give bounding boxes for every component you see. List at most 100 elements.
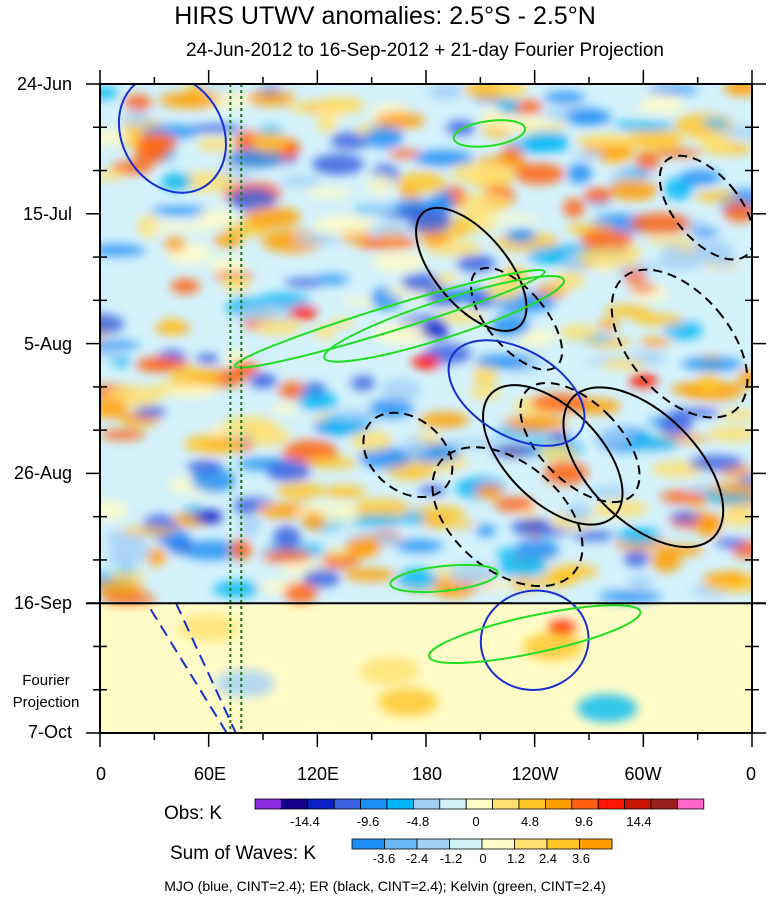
obs-anomaly-patch [511, 518, 553, 536]
projection-label-line1: Fourier [22, 672, 70, 689]
obs-anomaly-core [249, 373, 277, 388]
obs-anomaly-patch [394, 539, 444, 553]
obs-colorbar-swatch [624, 798, 652, 810]
obs-anomaly-patch [642, 94, 682, 109]
obs-colorbar-label: -4.8 [406, 814, 430, 829]
obs-anomaly-patch [159, 92, 220, 109]
obs-anomaly-patch [276, 482, 325, 500]
obs-anomaly-patch [345, 537, 371, 559]
obs-anomaly-patch [196, 353, 220, 365]
er-contour [562, 386, 725, 549]
obs-colorbar-swatch [571, 798, 599, 810]
obs-anomaly-patch [305, 187, 352, 199]
obs-anomaly-patch [608, 178, 658, 201]
projection-patch [522, 632, 583, 661]
obs-anomaly-patch [716, 127, 752, 138]
mjo-contour [479, 589, 590, 692]
obs-anomaly-patch [278, 381, 307, 400]
y-tick-label: 24-Jun [16, 74, 72, 94]
x-tick-label: 180 [411, 764, 443, 784]
obs-anomaly-patch [703, 572, 748, 582]
obs-anomaly-patch [283, 582, 318, 604]
waves-colorbar-swatch [579, 838, 613, 850]
obs-colorbar-swatch [650, 798, 678, 810]
obs-anomaly-patch [238, 514, 261, 537]
obs-colorbar-label: -14.4 [290, 814, 320, 829]
obs-anomaly-patch [100, 244, 146, 257]
obs-anomaly-patch [695, 190, 737, 203]
projection-patch [377, 688, 438, 717]
er-contour [431, 446, 584, 588]
obs-anomaly-patch [365, 125, 404, 149]
obs-anomaly-patch [189, 124, 244, 134]
obs-anomaly-patch [639, 337, 671, 347]
obs-anomaly-core [629, 373, 658, 388]
obs-anomaly-patch [704, 138, 732, 154]
obs-anomaly-patch [255, 293, 311, 309]
obs-anomaly-patch [270, 403, 300, 415]
obs-anomaly-patch [491, 444, 537, 458]
obs-anomaly-patch [736, 475, 752, 486]
obs-anomaly-patch [363, 204, 399, 216]
obs-anomaly-patch [180, 540, 243, 561]
obs-anomaly-patch [350, 430, 393, 452]
obs-anomaly-patch [573, 149, 605, 159]
obs-anomaly-patch [120, 526, 176, 536]
obs-anomaly-patch [559, 324, 599, 341]
obs-anomaly-patch [313, 214, 377, 235]
obs-anomaly-patch [496, 98, 520, 114]
obs-anomaly-patch [183, 433, 244, 455]
obs-anomaly-patch [707, 483, 752, 495]
obs-anomaly-patch [100, 86, 120, 100]
obs-anomaly-patch [106, 555, 139, 565]
obs-colorbar-swatch [439, 798, 467, 810]
obs-anomaly-patch [549, 431, 570, 442]
obs-colorbar-swatch [677, 798, 705, 810]
waves-colorbar-label: 2.4 [538, 851, 558, 866]
obs-anomaly-patch [724, 84, 752, 97]
obs-anomaly-patch [708, 248, 735, 267]
obs-anomaly-patch [244, 424, 290, 447]
obs-anomaly-patch [311, 153, 364, 175]
projection-label-line2: Projection [12, 694, 80, 711]
y-tick-label: 5-Aug [23, 334, 72, 354]
waves-colorbar-label: 3.6 [571, 851, 591, 866]
obs-anomaly-patch [100, 592, 157, 605]
obs-anomaly-patch [369, 399, 414, 418]
obs-anomaly-patch [161, 317, 183, 336]
obs-anomaly-patch [691, 228, 719, 237]
obs-anomaly-patch [593, 432, 635, 444]
obs-colorbar-swatch [412, 798, 441, 810]
obs-anomaly-patch [196, 137, 235, 152]
obs-anomaly-patch [451, 162, 515, 185]
obs-anomaly-patch [343, 568, 397, 582]
obs-colorbar-swatch [597, 798, 626, 810]
obs-anomaly-patch [350, 375, 376, 391]
obs-anomaly-patch [647, 236, 692, 245]
obs-colorbar-title: Obs: K [164, 803, 223, 824]
obs-anomaly-patch [229, 539, 252, 560]
obs-anomaly-patch [186, 460, 223, 474]
waves-colorbar-swatch [449, 838, 483, 850]
obs-anomaly-patch [563, 198, 585, 218]
obs-anomaly-patch [315, 114, 337, 133]
obs-anomaly-patch [603, 304, 652, 318]
obs-anomaly-patch [320, 553, 360, 569]
obs-anomaly-patch [295, 234, 340, 246]
waves-colorbar-swatch [384, 838, 418, 850]
waves-colorbar-swatch [416, 838, 450, 850]
obs-anomaly-patch [100, 429, 146, 441]
waves-colorbar-title: Sum of Waves: K [170, 843, 317, 864]
obs-anomaly-patch [506, 228, 536, 244]
obs-anomaly-patch [714, 538, 746, 548]
obs-anomaly-patch [398, 189, 419, 198]
obs-anomaly-patch [251, 132, 289, 153]
obs-anomaly-patch [170, 278, 200, 294]
obs-anomaly-patch [212, 580, 261, 598]
obs-anomaly-core [412, 355, 440, 370]
obs-anomaly-patch [575, 133, 639, 148]
obs-anomaly-patch [565, 108, 612, 126]
obs-colorbar-label: 14.4 [626, 814, 652, 829]
y-tick-label: 16-Sep [13, 593, 72, 613]
obs-anomaly-patch [598, 590, 662, 603]
